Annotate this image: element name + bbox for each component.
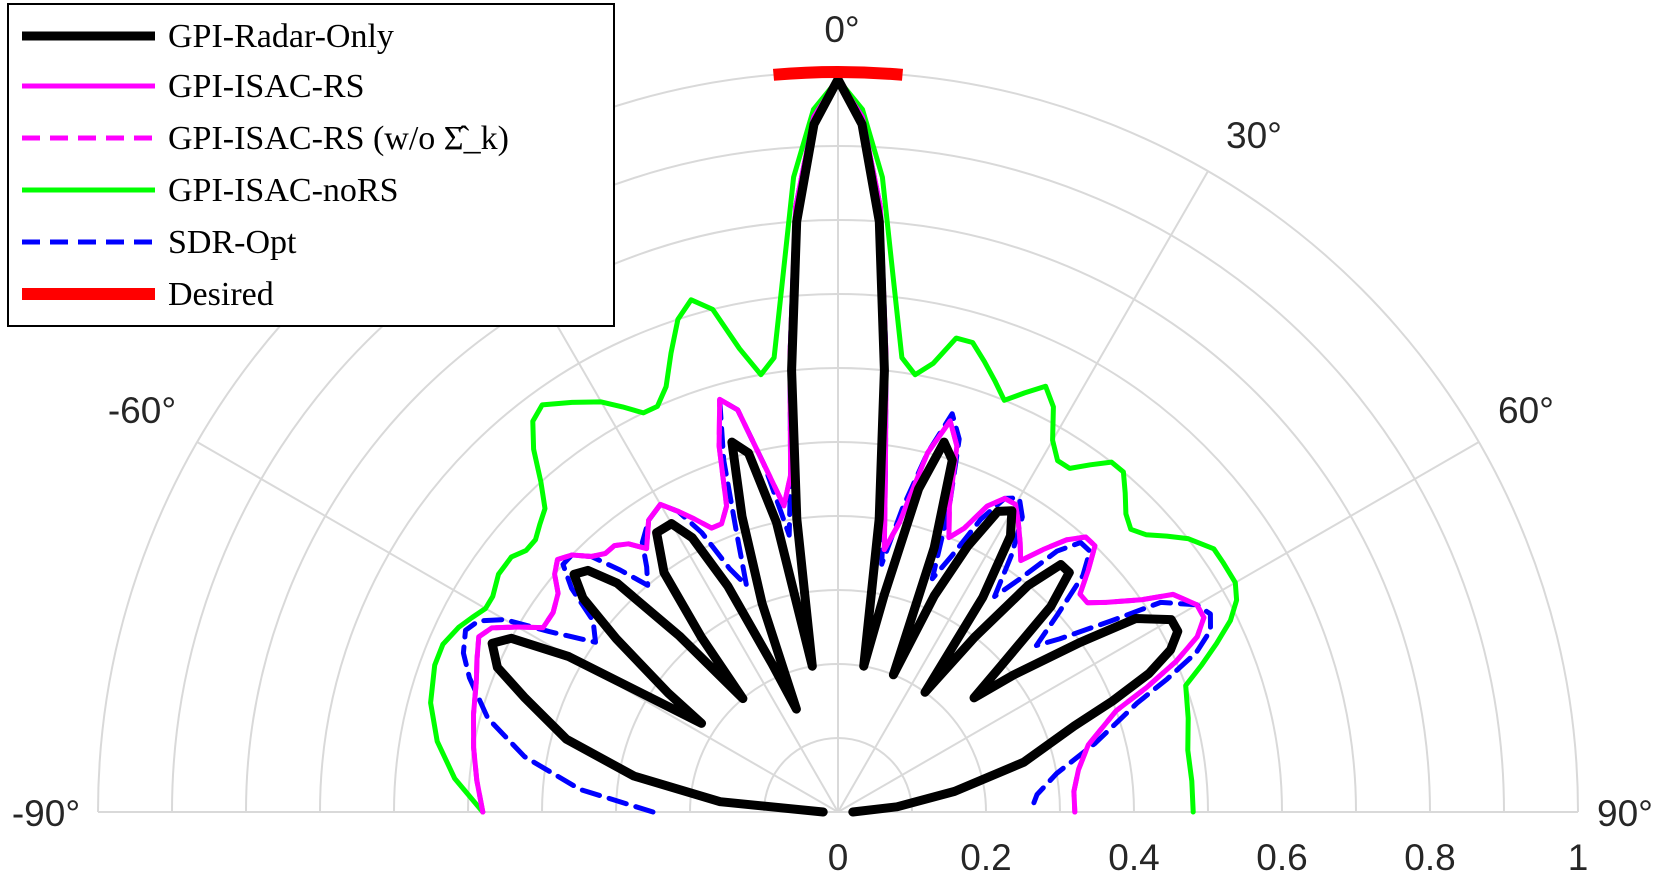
legend: GPI-Radar-Only GPI-ISAC-RS GPI-ISAC-RS (… xyxy=(7,3,615,327)
series-group xyxy=(428,66,1240,817)
r-tick-label-3: 0.6 xyxy=(1256,837,1307,878)
legend-label-gpi-radar-only: GPI-Radar-Only xyxy=(168,18,394,55)
legend-label-gpi-isac-nors: GPI-ISAC-noRS xyxy=(168,172,398,209)
r-tick-label-2: 0.4 xyxy=(1108,837,1159,878)
r-tick-label-1: 0.2 xyxy=(960,837,1011,878)
grid-spoke-30 xyxy=(837,170,1209,813)
series-line-gpi-radar-only xyxy=(487,74,1183,817)
grid-spoke-60 xyxy=(837,441,1480,813)
r-tick-label-5: 1 xyxy=(1568,837,1589,878)
series-line-gpi-isac-nors xyxy=(428,76,1240,815)
legend-label-sdr-opt: SDR-Opt xyxy=(168,224,297,261)
legend-label-gpi-isac-rs-no-sigma: GPI-ISAC-RS (w/o Σ̂_k) xyxy=(168,120,509,157)
tick-labels: 0 0.2 0.4 0.6 0.8 1 -90° -60° 0° 30° 60° 90° xyxy=(12,9,1653,878)
legend-label-gpi-isac-rs: GPI-ISAC-RS xyxy=(168,68,364,105)
theta-tick-label-30: 30° xyxy=(1226,115,1282,156)
theta-tick-label-60: 60° xyxy=(1498,390,1554,431)
theta-tick-label-neg60: -60° xyxy=(108,390,176,431)
legend-box xyxy=(7,3,615,327)
r-tick-label-0: 0 xyxy=(828,837,849,878)
theta-tick-label-neg90: -90° xyxy=(12,793,80,834)
legend-label-desired: Desired xyxy=(168,276,274,313)
r-tick-label-4: 0.8 xyxy=(1404,837,1455,878)
series-line-desired xyxy=(772,66,904,81)
theta-tick-label-90: 90° xyxy=(1597,793,1653,834)
theta-tick-label-0: 0° xyxy=(824,9,859,50)
